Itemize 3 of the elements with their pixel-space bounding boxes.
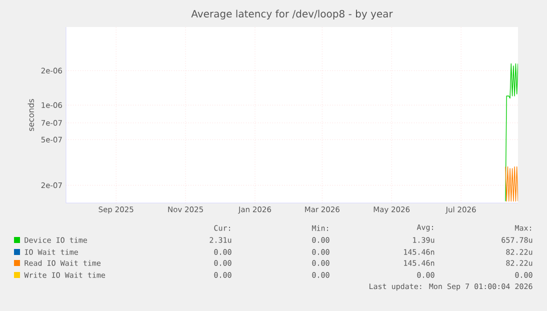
chart-title: Average latency for /dev/loop8 - by year: [191, 10, 393, 20]
y-axis-title: seconds: [28, 99, 34, 131]
line-series: [505, 63, 518, 202]
